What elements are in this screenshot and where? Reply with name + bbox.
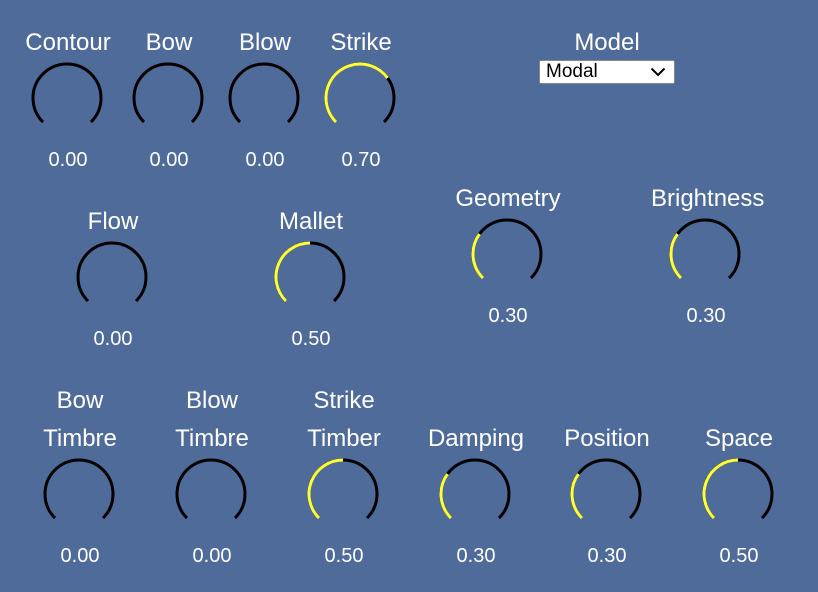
knob-label: Position [564, 425, 650, 452]
knob-value: 0.00 [60, 545, 100, 567]
knob-value: 0.70 [341, 149, 381, 171]
knob-track [439, 458, 511, 520]
knob-dial[interactable] [570, 458, 644, 522]
knob-value: 0.00 [149, 149, 189, 171]
knob-flow: Flow 0.00 [58, 203, 168, 351]
knob-value-arc [324, 62, 389, 124]
knob-track [471, 218, 543, 280]
knob-track [669, 218, 741, 280]
knob-brightness: Brightness 0.30 [651, 180, 765, 328]
knob-label: Mallet [278, 208, 344, 235]
knob-value-arc [274, 241, 311, 303]
knob-value: 0.30 [587, 545, 627, 567]
knob-track [76, 241, 148, 303]
knob-bow-timbre: Bow Timbre 0.00 [25, 382, 135, 568]
knob-label: Blow [185, 387, 239, 414]
knob-track [43, 458, 115, 520]
knob-dial[interactable] [307, 458, 381, 522]
knob-label: Bow [56, 387, 104, 414]
knob-label: Damping [427, 425, 525, 452]
knob-strike-timber: Strike Timber 0.50 [289, 382, 399, 568]
knob-value: 0.30 [686, 305, 726, 327]
knob-value-arc [471, 233, 485, 280]
knob-dial[interactable] [702, 458, 776, 522]
knob-label: Brightness [651, 185, 765, 212]
knob-label: Bow [145, 29, 193, 56]
knob-dial[interactable] [175, 458, 249, 522]
knob-dial[interactable] [228, 62, 302, 126]
knob-label: Strike [330, 29, 392, 56]
knob-track [31, 62, 103, 124]
knob-track [570, 458, 642, 520]
knob-value-arc [669, 233, 683, 280]
model-selector: Model Modal [539, 26, 675, 84]
model-selected-value: Modal [546, 61, 598, 82]
knob-value: 0.50 [291, 328, 331, 350]
knob-dial[interactable] [274, 241, 348, 305]
knob-track [175, 458, 247, 520]
knob-value: 0.00 [93, 328, 133, 350]
knob-value: 0.30 [488, 305, 528, 327]
knob-dial[interactable] [439, 458, 513, 522]
knob-label: Strike [313, 387, 375, 414]
knob-value: 0.50 [324, 545, 364, 567]
knob-label: Timbre [43, 425, 117, 452]
knob-value: 0.30 [456, 545, 496, 567]
knob-bow: Bow 0.00 [114, 24, 224, 172]
knob-track [132, 62, 204, 124]
knob-strike: Strike 0.70 [306, 24, 416, 172]
knob-blow: Blow 0.00 [210, 24, 320, 172]
knob-value: 0.00 [192, 545, 232, 567]
knob-label: Contour [25, 29, 111, 56]
knob-dial[interactable] [669, 218, 743, 282]
knob-value-arc [439, 473, 453, 520]
model-label: Model [574, 29, 640, 56]
knob-label: Geometry [455, 185, 561, 212]
knob-label: Space [704, 425, 774, 452]
knob-dial[interactable] [324, 62, 398, 126]
knob-dial[interactable] [43, 458, 117, 522]
knob-label: Timber [307, 425, 381, 452]
knob-value: 0.50 [719, 545, 759, 567]
knob-value-arc [307, 458, 344, 520]
knob-blow-timbre: Blow Timbre 0.00 [157, 382, 267, 568]
knob-dial[interactable] [471, 218, 545, 282]
knob-label: Timbre [175, 425, 249, 452]
knob-label: Blow [238, 29, 292, 56]
knob-track [228, 62, 300, 124]
knob-value-arc [702, 458, 739, 520]
chevron-down-icon [650, 67, 666, 77]
knob-value: 0.00 [245, 149, 285, 171]
knob-value-arc [570, 473, 584, 520]
knob-geometry: Geometry 0.30 [453, 180, 563, 328]
knob-mallet: Mallet 0.50 [256, 203, 366, 351]
knob-damping: Damping 0.30 [421, 420, 531, 568]
knob-space: Space 0.50 [684, 420, 794, 568]
knob-dial[interactable] [132, 62, 206, 126]
knob-dial[interactable] [31, 62, 105, 126]
knob-label: Flow [87, 208, 139, 235]
knob-dial[interactable] [76, 241, 150, 305]
knob-contour: Contour 0.00 [13, 24, 123, 172]
knob-value: 0.00 [48, 149, 88, 171]
knob-position: Position 0.30 [552, 420, 662, 568]
model-dropdown[interactable]: Modal [539, 60, 675, 84]
